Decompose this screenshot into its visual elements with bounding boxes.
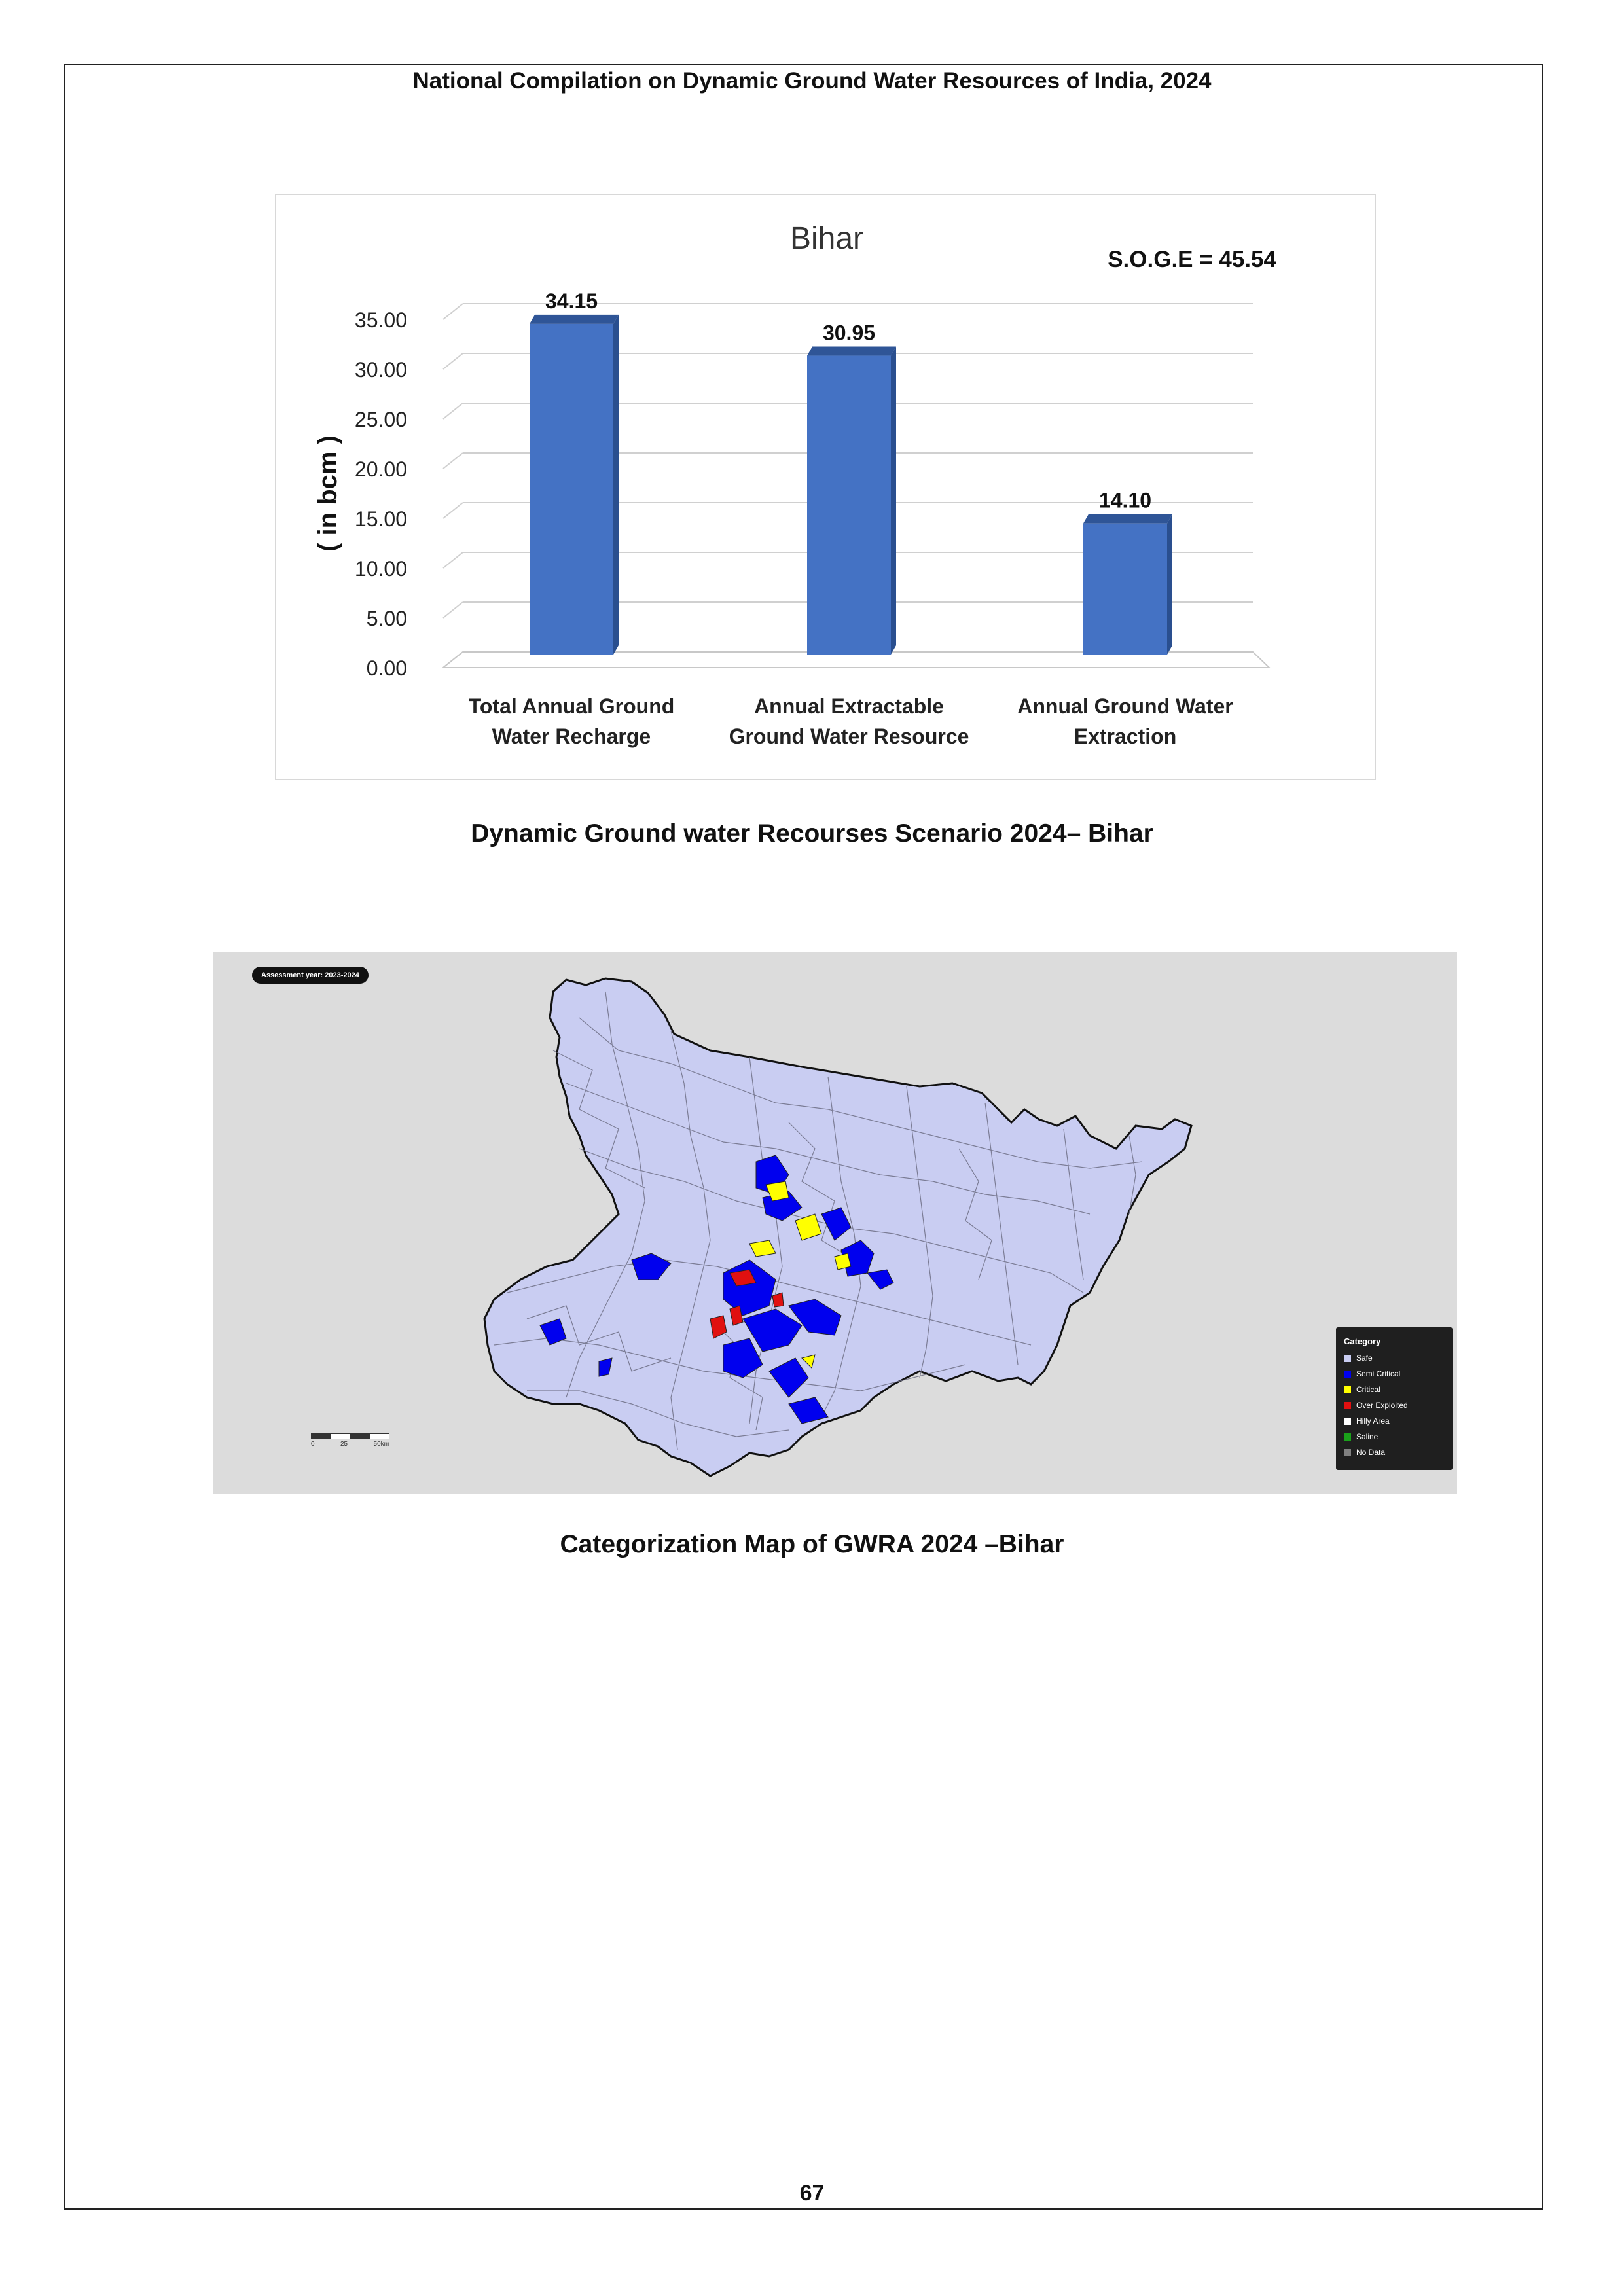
legend-item-saline: Saline	[1344, 1429, 1445, 1444]
scale-label-0: 0	[311, 1441, 315, 1448]
categorization-map: Assessment year: 2023-2024 0 25 50km Cat…	[213, 952, 1457, 1494]
legend-item-critical: Critical	[1344, 1382, 1445, 1397]
y-tick-label: 20.00	[355, 457, 407, 481]
legend-swatch	[1344, 1386, 1351, 1393]
y-tick-label: 10.00	[355, 557, 407, 581]
legend-swatch	[1344, 1370, 1351, 1378]
gridline-side	[442, 502, 463, 519]
x-category-label: Total Annual Ground	[469, 694, 675, 718]
assessment-year-badge: Assessment year: 2023-2024	[252, 967, 369, 984]
y-tick-label: 5.00	[367, 607, 407, 630]
bar	[1083, 523, 1167, 655]
chart-title: Bihar	[790, 221, 863, 256]
block-boundaries	[494, 991, 1143, 1450]
gridline-side	[442, 353, 463, 370]
bihar-map	[483, 977, 1193, 1477]
legend-item-hilly-area: Hilly Area	[1344, 1413, 1445, 1429]
critical-blocks	[749, 1181, 852, 1369]
gridline-side	[442, 403, 463, 420]
legend-swatch	[1344, 1354, 1351, 1362]
x-category-label: Extraction	[1074, 725, 1176, 748]
bar-value-label: 30.95	[823, 321, 875, 345]
legend-swatch	[1344, 1448, 1351, 1456]
bar-chart: Bihar S.O.G.E = 45.54 0.00 5.00 10.00 15.00 20…	[314, 221, 1277, 748]
map-scale-bar: 0 25 50km	[311, 1433, 389, 1448]
legend-label: Safe	[1356, 1354, 1373, 1363]
x-category-label: Annual Ground Water	[1017, 694, 1233, 718]
bar-chart-panel: Bihar S.O.G.E = 45.54 0.00 5.00 10.00 15.00 20…	[275, 194, 1376, 780]
bar-top-face	[1083, 514, 1172, 524]
page-header: National Compilation on Dynamic Ground W…	[412, 68, 1212, 94]
legend-label: Hilly Area	[1356, 1416, 1390, 1426]
legend-label: No Data	[1356, 1448, 1386, 1457]
legend-item-over-exploited: Over Exploited	[1344, 1397, 1445, 1413]
y-tick-label: 25.00	[355, 408, 407, 431]
x-category-label: Ground Water Resource	[729, 725, 969, 748]
x-category-label: Water Recharge	[492, 725, 651, 748]
legend-label: Critical	[1356, 1385, 1380, 1394]
chart-floor	[441, 651, 1271, 668]
legend-label: Semi Critical	[1356, 1369, 1401, 1378]
bar-side-face	[891, 346, 896, 655]
scale-label-25: 25	[340, 1441, 348, 1448]
gridline-side	[442, 303, 463, 320]
semi-critical-blocks	[539, 1155, 894, 1424]
legend-swatch	[1344, 1433, 1351, 1441]
legend-item-no-data: No Data	[1344, 1444, 1445, 1460]
y-tick-label: 0.00	[367, 656, 407, 680]
bar-top-face	[530, 314, 619, 324]
legend-item-safe: Safe	[1344, 1350, 1445, 1366]
bar-side-face	[1167, 514, 1172, 655]
bar-top-face	[807, 346, 896, 356]
map-legend: Category Safe Semi Critical Critical Ove…	[1336, 1327, 1453, 1470]
legend-item-semi-critical: Semi Critical	[1344, 1366, 1445, 1382]
legend-title: Category	[1344, 1336, 1381, 1346]
bar-value-label: 14.10	[1099, 489, 1151, 512]
page-border	[64, 64, 1543, 2210]
y-tick-label: 15.00	[355, 507, 407, 531]
map-caption: Categorization Map of GWRA 2024 –Bihar	[560, 1530, 1064, 1558]
y-tick-label: 35.00	[355, 308, 407, 332]
legend-swatch	[1344, 1417, 1351, 1425]
bar	[807, 355, 891, 655]
gridline-side	[442, 452, 463, 469]
legend-label: Over Exploited	[1356, 1401, 1408, 1410]
chart-caption: Dynamic Ground water Recourses Scenario …	[471, 819, 1153, 848]
legend-label: Saline	[1356, 1432, 1379, 1441]
gridline-side	[442, 601, 463, 619]
gridline-side	[442, 552, 463, 569]
y-axis-label: ( in bcm )	[314, 435, 342, 552]
bar-value-label: 34.15	[545, 289, 598, 313]
scale-label-50: 50km	[373, 1441, 389, 1448]
y-tick-label: 30.00	[355, 358, 407, 382]
bar	[530, 323, 613, 655]
bar-side-face	[613, 314, 619, 655]
page-number: 67	[799, 2181, 825, 2206]
legend-swatch	[1344, 1401, 1351, 1409]
soge-annotation: S.O.G.E = 45.54	[1108, 247, 1276, 272]
x-category-label: Annual Extractable	[754, 694, 944, 718]
over-exploited-blocks	[710, 1269, 784, 1339]
